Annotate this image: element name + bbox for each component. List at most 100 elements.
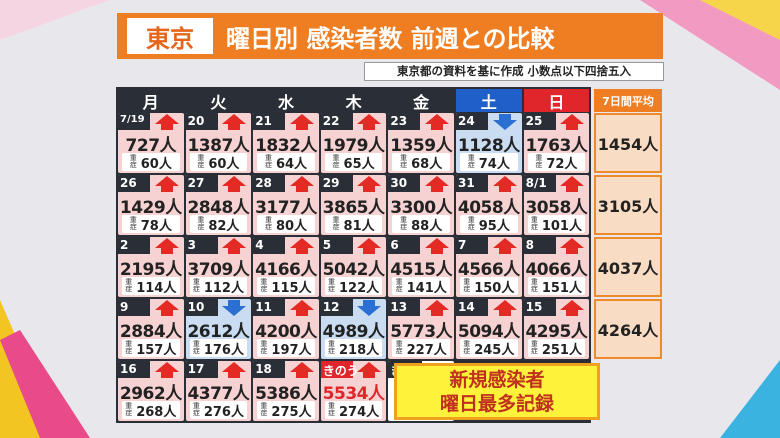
severe-label: 重症 — [197, 154, 205, 169]
arrow-up — [154, 114, 179, 130]
date-bg — [185, 113, 218, 130]
date: 31 — [458, 176, 475, 190]
day-cell: 5 5042人 重症 122人 — [320, 237, 387, 297]
arrow-up — [424, 114, 449, 130]
severe-box: 重症 68人 — [392, 153, 450, 172]
severe-label: 重症 — [260, 402, 268, 417]
case-count: 4377人 — [187, 384, 250, 404]
day-cell: 21 1832人 重症 64人 — [253, 113, 319, 173]
date-bg — [185, 361, 218, 378]
date-bg — [523, 175, 556, 192]
severe-label: 重症 — [467, 216, 475, 231]
day-cell: 31 4058人 重症 95人 — [456, 175, 522, 235]
weekly-average: 1454人 — [594, 113, 662, 173]
severe-count: 72人 — [546, 156, 578, 172]
date: 7/19 — [120, 114, 145, 125]
severe-label: 重症 — [530, 216, 538, 231]
day-cell: 8/1 3058人 重症 101人 — [523, 175, 590, 235]
day-cell: 4 4166人 重症 115人 — [253, 237, 319, 297]
column-header: 火 — [185, 89, 252, 112]
severe-count: 227人 — [406, 342, 447, 358]
severe-box: 重症 157人 — [122, 339, 180, 358]
day-cell: 24 1128人 重症 74人 — [456, 113, 522, 173]
arrow-up — [560, 114, 585, 130]
date: 15 — [525, 300, 543, 314]
severe-label: 重症 — [197, 216, 205, 231]
day-cell: 7/19 727人 重症 60人 — [118, 113, 184, 173]
date: 26 — [120, 176, 137, 190]
severe-count: 157人 — [136, 342, 177, 358]
severe-label: 重症 — [125, 278, 133, 293]
date: 9 — [120, 300, 129, 314]
severe-box: 重症 218人 — [324, 339, 383, 358]
date: 20 — [187, 114, 205, 128]
severe-count: 275人 — [271, 404, 312, 420]
severe-box: 重症 276人 — [189, 401, 248, 420]
day-cell: きのう 5534人 重症 274人 — [320, 361, 387, 421]
date-bg — [118, 175, 150, 192]
arrow-up — [222, 176, 247, 192]
weekly-average: 4037人 — [594, 237, 662, 297]
case-count: 4989人 — [322, 322, 385, 342]
day-cell: 30 3300人 重症 88人 — [388, 175, 454, 235]
day-cell: 12 4989人 重症 218人 — [320, 299, 387, 359]
severe-box: 重症 72人 — [527, 153, 586, 172]
severe-label: 重症 — [192, 402, 200, 417]
case-count: 2962人 — [119, 384, 182, 404]
severe-box: 重症 274人 — [324, 401, 383, 420]
date: 27 — [187, 176, 205, 190]
date: きのう — [322, 364, 359, 378]
date: 25 — [525, 114, 543, 128]
arrow-up — [289, 300, 314, 316]
severe-count: 197人 — [271, 342, 312, 358]
date-bg — [456, 175, 488, 192]
date-bg — [118, 113, 150, 130]
date: 28 — [255, 176, 272, 190]
severe-label: 重症 — [463, 340, 471, 355]
case-count: 4295人 — [525, 322, 588, 342]
severe-box: 重症 251人 — [527, 339, 586, 358]
arrow-up — [222, 114, 247, 130]
case-count: 3177人 — [255, 198, 317, 218]
day-cell: 20 1387人 重症 60人 — [185, 113, 252, 173]
severe-count: 82人 — [208, 218, 240, 234]
arrow-up — [154, 238, 179, 254]
case-count: 1128人 — [457, 136, 520, 156]
day-cell: 14 5094人 重症 245人 — [456, 299, 522, 359]
date: 17 — [187, 362, 205, 376]
date: 10 — [187, 300, 205, 314]
severe-count: 122人 — [339, 280, 380, 296]
case-count: 5773人 — [390, 322, 453, 342]
arrow-up — [560, 176, 585, 192]
case-count: 5534人 — [322, 384, 385, 404]
date-bg — [523, 113, 556, 130]
severe-box: 重症 176人 — [189, 339, 248, 358]
severe-count: 68人 — [411, 156, 443, 172]
case-count: 2612人 — [187, 322, 250, 342]
case-count: 1429人 — [119, 198, 182, 218]
case-count: 4066人 — [525, 260, 588, 280]
day-cell: 18 5386人 重症 275人 — [253, 361, 319, 421]
case-count: 1832人 — [255, 136, 317, 156]
date: 29 — [322, 176, 340, 190]
date-bg — [320, 175, 353, 192]
severe-box: 重症 60人 — [122, 153, 180, 172]
day-cell: 23 1359人 重症 68人 — [388, 113, 454, 173]
date: 16 — [120, 362, 137, 376]
severe-label: 重症 — [125, 340, 133, 355]
date: 3 — [187, 238, 196, 252]
arrow-up — [154, 362, 179, 378]
column-header: 月 — [118, 89, 184, 112]
date: 8 — [525, 238, 534, 252]
date-bg — [185, 299, 218, 316]
case-count: 3865人 — [322, 198, 385, 218]
date-bg — [456, 113, 488, 130]
arrow-up — [357, 238, 382, 254]
column-header: 木 — [320, 89, 387, 112]
date-bg — [253, 113, 286, 130]
day-cell: 17 4377人 重症 276人 — [185, 361, 252, 421]
severe-count: 150人 — [474, 280, 515, 296]
date: 24 — [458, 114, 475, 128]
arrow-up — [154, 176, 179, 192]
severe-box: 重症 150人 — [460, 277, 518, 296]
